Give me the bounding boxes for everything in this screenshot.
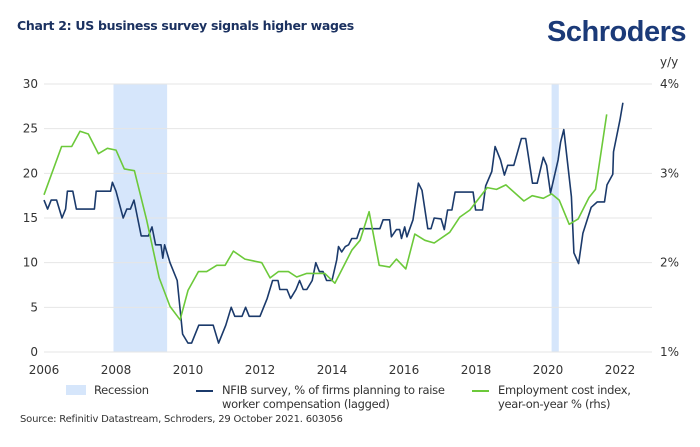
legend-nfib-line2: worker compensation (lagged) bbox=[222, 397, 390, 411]
chart-title: Chart 2: US business survey signals high… bbox=[17, 18, 354, 33]
source-note: Source: Refinitiv Datastream, Schroders,… bbox=[20, 414, 343, 425]
x-tick-label: 2022 bbox=[605, 363, 636, 377]
x-tick-label: 2016 bbox=[389, 363, 420, 377]
y2-axis-label: y/y bbox=[660, 55, 678, 69]
y-tick-label: 0 bbox=[30, 345, 38, 359]
x-tick-label: 2012 bbox=[245, 363, 276, 377]
x-tick-label: 2020 bbox=[533, 363, 564, 377]
x-tick-label: 2014 bbox=[317, 363, 348, 377]
legend-nfib-line bbox=[196, 390, 213, 392]
y-tick-label: 5 bbox=[30, 300, 38, 314]
legend-recession-label: Recession bbox=[94, 383, 149, 397]
legend-eci-label: Employment cost index, year-on-year % (r… bbox=[498, 383, 631, 411]
y2-tick-label: 3% bbox=[660, 166, 679, 180]
legend-recession-swatch bbox=[66, 385, 86, 395]
nfib-series-line bbox=[43, 102, 624, 344]
legend-nfib-line1: NFIB survey, % of firms planning to rais… bbox=[222, 383, 445, 397]
y2-tick-label: 4% bbox=[660, 77, 679, 91]
y-tick-label: 30 bbox=[23, 77, 38, 91]
y-tick-label: 20 bbox=[23, 166, 38, 180]
legend-eci-line bbox=[472, 390, 489, 392]
legend-nfib-label: NFIB survey, % of firms planning to rais… bbox=[222, 383, 445, 411]
x-tick-label: 2010 bbox=[173, 363, 204, 377]
y2-tick-label: 2% bbox=[660, 256, 679, 270]
eci-series-line bbox=[43, 114, 608, 321]
y2-tick-label: 1% bbox=[660, 345, 679, 359]
legend-eci-line1: Employment cost index, bbox=[498, 383, 631, 397]
x-tick-label: 2006 bbox=[29, 363, 60, 377]
legend-eci-line2: year-on-year % (rhs) bbox=[498, 397, 611, 411]
schroders-logo: Schroders bbox=[547, 16, 686, 48]
y-tick-label: 25 bbox=[23, 122, 38, 136]
x-tick-label: 2008 bbox=[101, 363, 132, 377]
x-tick-label: 2018 bbox=[461, 363, 492, 377]
y-tick-label: 15 bbox=[23, 211, 38, 225]
y-tick-label: 10 bbox=[23, 256, 38, 270]
